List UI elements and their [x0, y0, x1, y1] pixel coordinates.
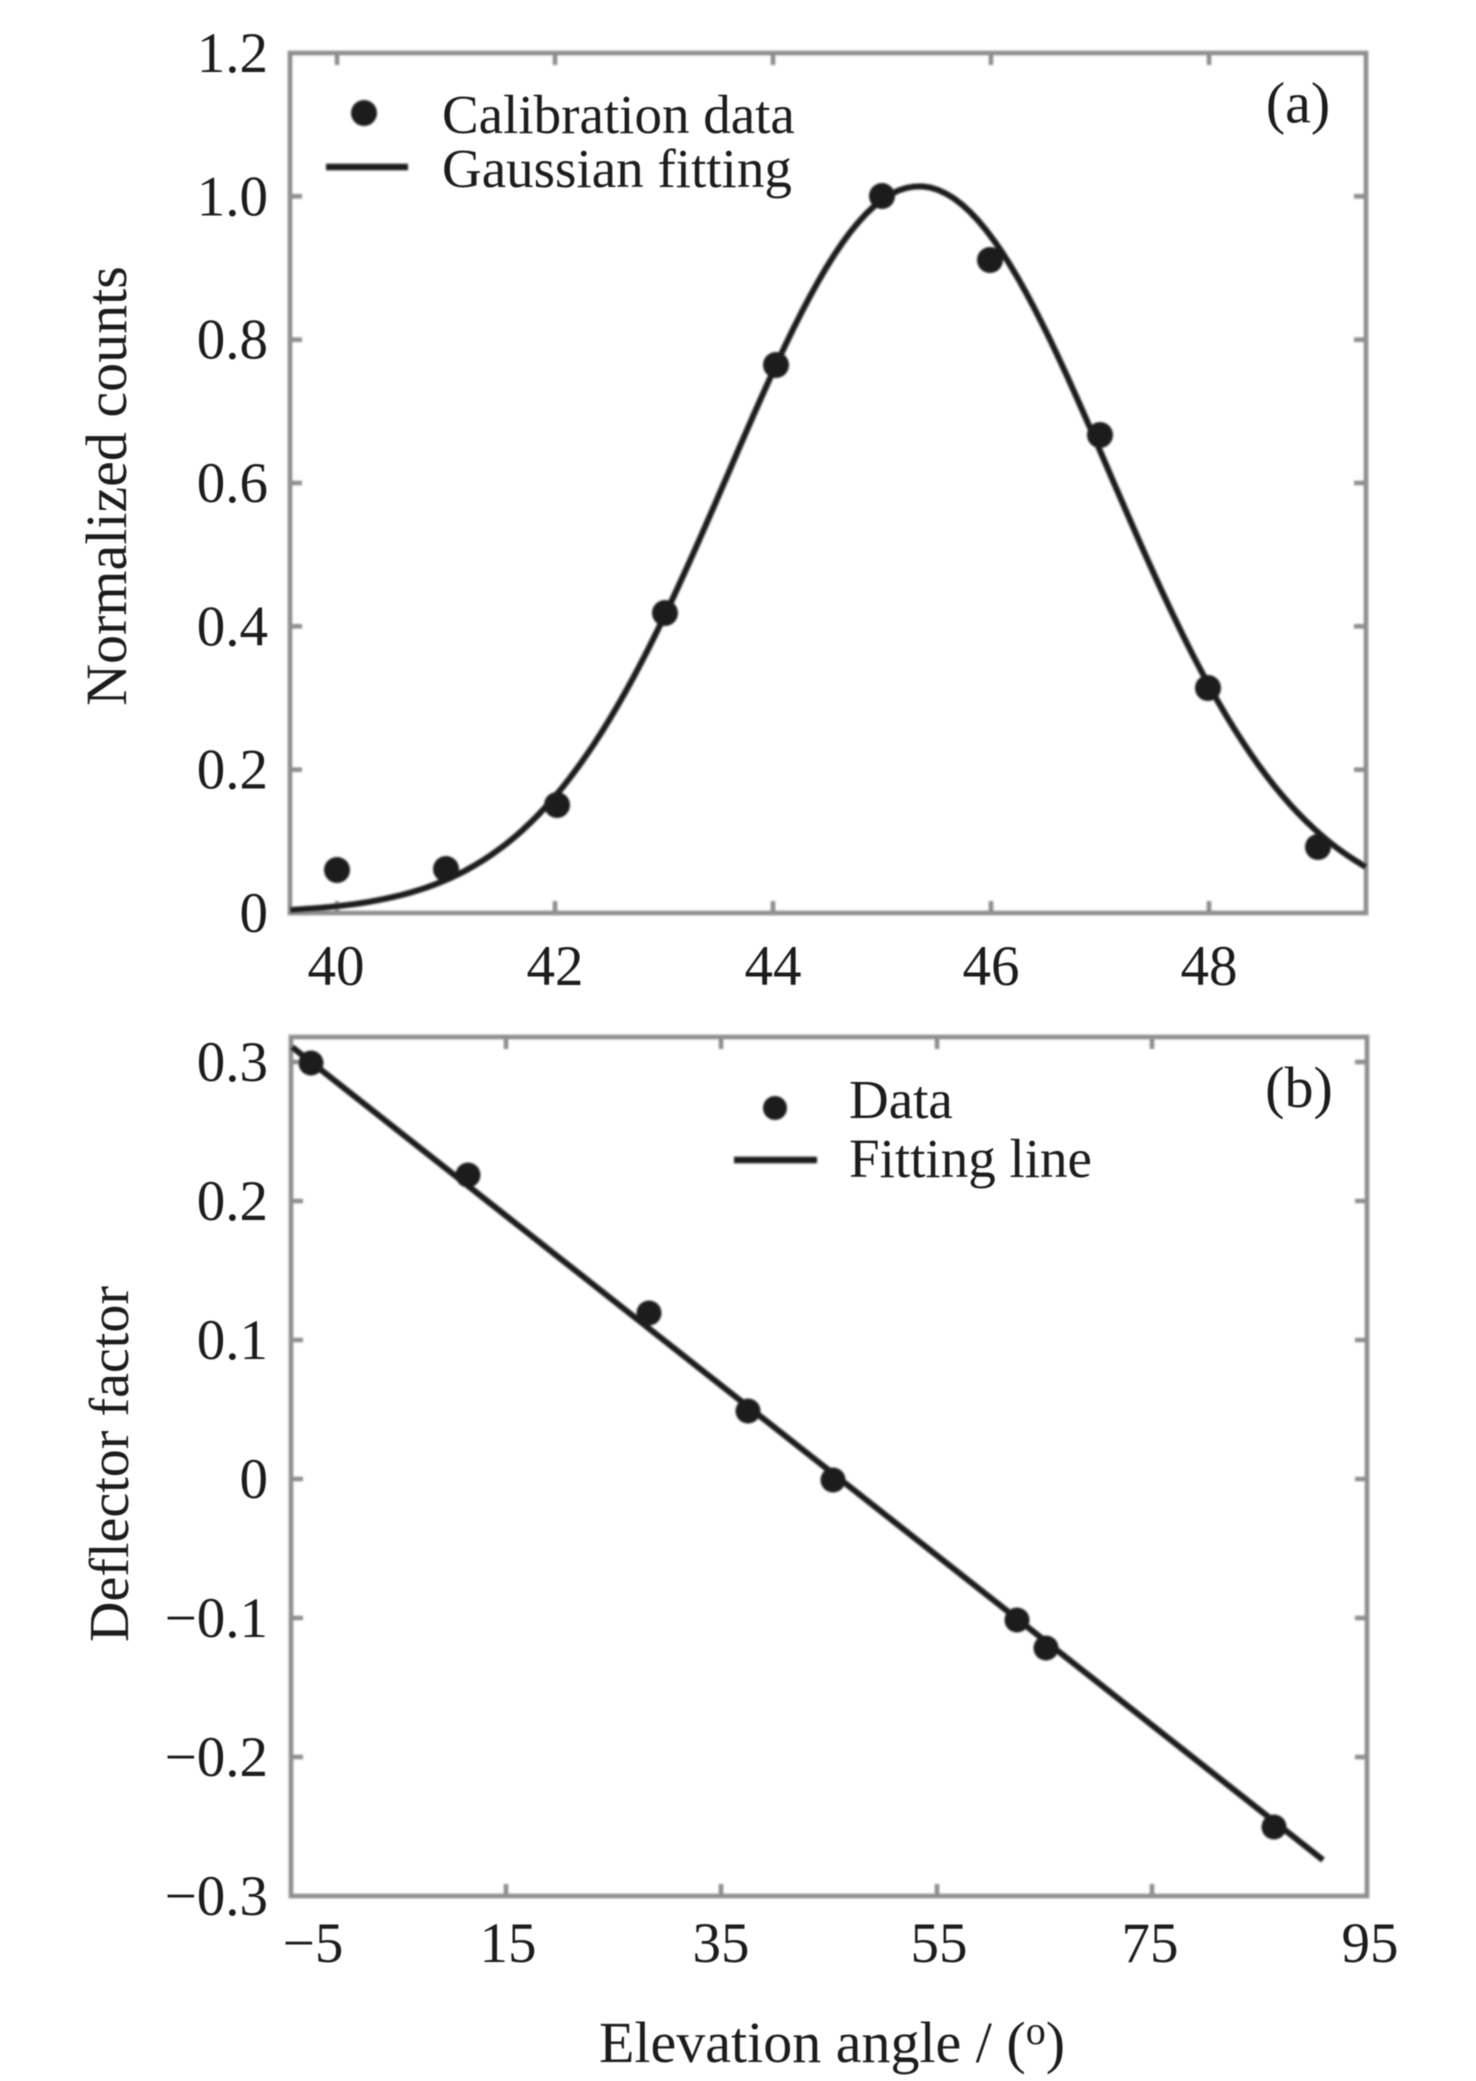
svg-text:(b): (b): [1265, 1055, 1333, 1120]
svg-text:Data: Data: [849, 1069, 953, 1130]
svg-text:42: 42: [527, 935, 584, 998]
svg-text:95: 95: [1342, 1912, 1399, 1975]
svg-text:0.6: 0.6: [197, 452, 268, 515]
svg-text:46: 46: [963, 935, 1020, 998]
svg-text:75: 75: [1122, 1912, 1179, 1975]
svg-text:Elevation angle / (o): Elevation angle / (o): [599, 2008, 1065, 2075]
svg-text:1.0: 1.0: [197, 165, 268, 228]
svg-text:1.2: 1.2: [197, 22, 268, 85]
svg-text:15: 15: [480, 1912, 537, 1975]
svg-text:55: 55: [911, 1912, 968, 1975]
svg-text:48: 48: [1181, 935, 1238, 998]
svg-text:(a): (a): [1266, 71, 1330, 136]
svg-text:Normalized counts: Normalized counts: [74, 266, 139, 706]
svg-text:35: 35: [693, 1912, 750, 1975]
svg-text:0: 0: [240, 882, 269, 945]
svg-text:0.4: 0.4: [197, 595, 268, 658]
svg-text:44: 44: [745, 935, 802, 998]
svg-text:Gaussian fitting: Gaussian fitting: [442, 138, 792, 199]
svg-text:0.2: 0.2: [197, 1170, 268, 1233]
svg-text:0.3: 0.3: [197, 1031, 268, 1094]
svg-text:−5: −5: [283, 1912, 344, 1975]
svg-text:Calibration data: Calibration data: [442, 84, 795, 145]
svg-text:40: 40: [308, 935, 365, 998]
svg-text:−0.3: −0.3: [165, 1865, 268, 1928]
svg-text:0.8: 0.8: [197, 309, 268, 372]
svg-text:Deflector factor: Deflector factor: [79, 1286, 141, 1642]
svg-text:Fitting line: Fitting line: [849, 1128, 1092, 1189]
svg-text:0.2: 0.2: [197, 739, 268, 802]
svg-text:0: 0: [240, 1448, 269, 1511]
svg-text:−0.2: −0.2: [165, 1726, 268, 1789]
svg-text:0.1: 0.1: [197, 1309, 268, 1372]
svg-text:−0.1: −0.1: [165, 1587, 268, 1650]
